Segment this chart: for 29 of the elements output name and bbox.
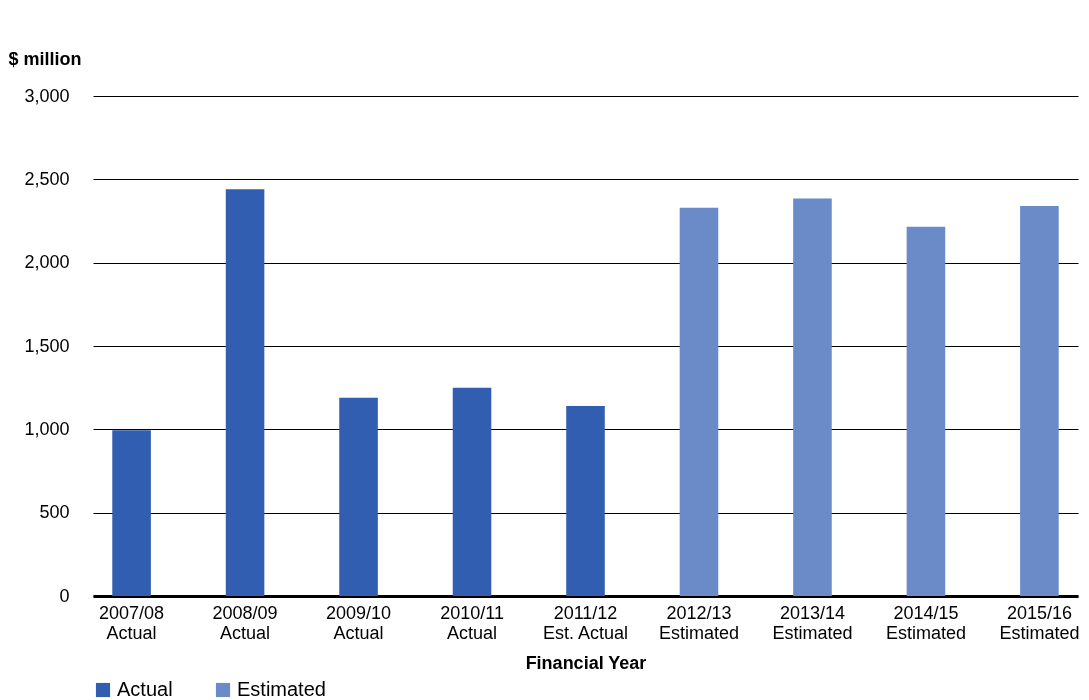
x-tick-label: 2015/16 Estimated	[999, 602, 1080, 643]
x-tick-label: 2013/14 Estimated	[772, 602, 853, 643]
x-tick-label: 2008/09 Actual	[212, 602, 278, 643]
bar	[339, 397, 378, 596]
y-tick-label: 3,000	[24, 85, 70, 106]
x-tick-label: 2014/15 Estimated	[885, 602, 966, 643]
y-tick-label: 1,000	[24, 418, 70, 439]
x-tick-label: 2011/12 Est. Actual	[542, 602, 629, 643]
bar	[225, 189, 265, 596]
y-tick-label: 0	[59, 585, 70, 606]
bar	[793, 198, 832, 596]
y-tick-label: 500	[39, 502, 70, 523]
y-axis-title: $ million	[8, 48, 82, 69]
x-tick-label: 2007/08 Actual	[99, 602, 165, 643]
legend-label: Actual	[117, 678, 173, 700]
bar	[566, 406, 605, 596]
x-tick-label: 2009/10 Actual	[326, 602, 392, 643]
bar	[452, 387, 492, 596]
bar	[112, 430, 151, 596]
bar	[1020, 206, 1059, 596]
bar	[906, 226, 946, 596]
y-tick-label: 2,500	[24, 168, 70, 189]
x-tick-label: 2012/13 Estimated	[658, 602, 739, 643]
y-tick-label: 1,500	[24, 335, 70, 356]
x-tick-label: 2010/11 Actual	[440, 602, 504, 643]
y-tick-label: 2,000	[24, 252, 70, 273]
x-axis-title: Financial Year	[525, 652, 647, 673]
legend-label: Estimated	[237, 678, 326, 700]
bar	[679, 207, 719, 596]
